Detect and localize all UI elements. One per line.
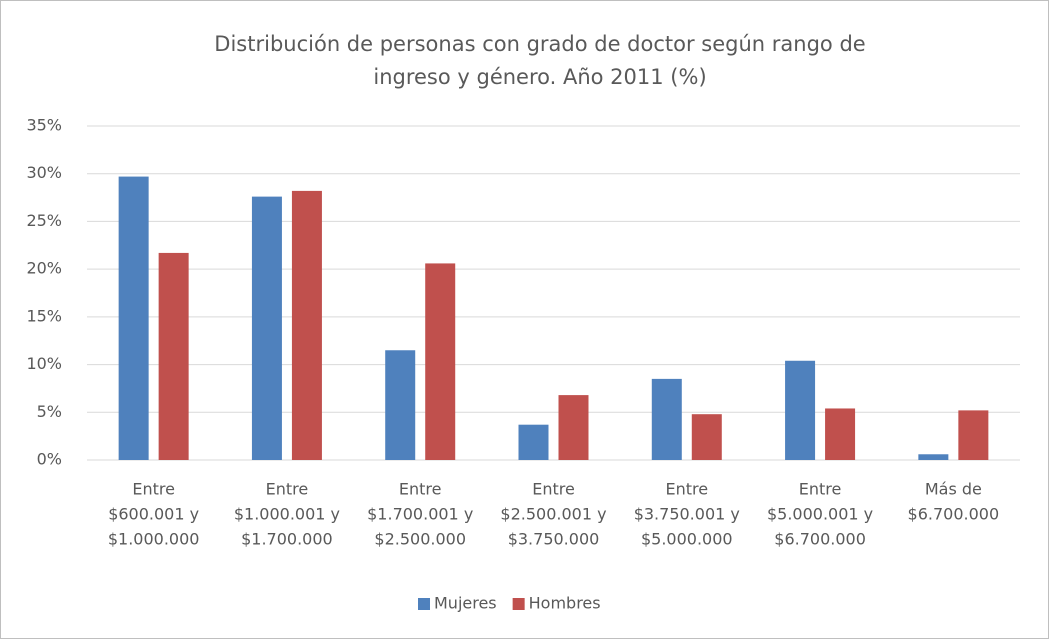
x-tick-label: $2.500.000: [374, 530, 466, 549]
bar: [918, 454, 949, 460]
legend-swatch: [418, 598, 430, 610]
bar: [385, 350, 416, 460]
bar: [785, 360, 816, 460]
bar: [558, 395, 589, 460]
legend-label: Hombres: [529, 594, 601, 613]
y-tick-label: 25%: [26, 211, 62, 230]
legend-label: Mujeres: [434, 594, 497, 613]
x-tick-label: $6.700.000: [774, 530, 866, 549]
x-tick-label: Entre: [266, 480, 309, 499]
x-tick-label: Más de: [925, 480, 982, 499]
x-tick-label: $1.700.001 y: [367, 505, 473, 524]
chart-title: ingreso y género. Año 2011 (%): [373, 65, 706, 89]
bar: [291, 190, 322, 461]
x-tick-label: $1.000.000: [108, 530, 200, 549]
y-tick-label: 35%: [26, 116, 62, 135]
bar: [651, 378, 682, 460]
x-tick-label: $1.700.000: [241, 530, 333, 549]
bar: [425, 263, 456, 460]
y-tick-label: 20%: [26, 259, 62, 278]
x-tick-label: Entre: [532, 480, 575, 499]
x-tick-label: $5.000.001 y: [767, 505, 873, 524]
x-tick-label: Entre: [665, 480, 708, 499]
x-tick-label: $1.000.001 y: [234, 505, 340, 524]
legend-swatch: [512, 598, 525, 610]
bar: [158, 252, 189, 460]
x-tick-label: $5.000.000: [641, 530, 733, 549]
bar: [518, 424, 549, 460]
x-tick-label: $2.500.001 y: [500, 505, 606, 524]
x-tick-label: Entre: [399, 480, 442, 499]
x-tick-label: $6.700.000: [908, 505, 1000, 524]
x-tick-label: $600.001 y: [108, 505, 199, 524]
y-tick-label: 30%: [26, 163, 62, 182]
bar: [251, 196, 282, 461]
x-tick-label: Entre: [799, 480, 842, 499]
y-tick-label: 5%: [37, 402, 62, 421]
bar: [118, 176, 149, 460]
x-tick-label: Entre: [132, 480, 175, 499]
bar: [825, 408, 856, 460]
bar: [958, 410, 989, 460]
chart-title: Distribución de personas con grado de do…: [214, 32, 865, 56]
x-tick-label: $3.750.001 y: [634, 505, 740, 524]
bar: [691, 414, 722, 460]
y-tick-label: 15%: [26, 306, 62, 325]
x-tick-label: $3.750.000: [508, 530, 600, 549]
y-tick-label: 0%: [37, 450, 62, 469]
y-tick-label: 10%: [26, 354, 62, 373]
